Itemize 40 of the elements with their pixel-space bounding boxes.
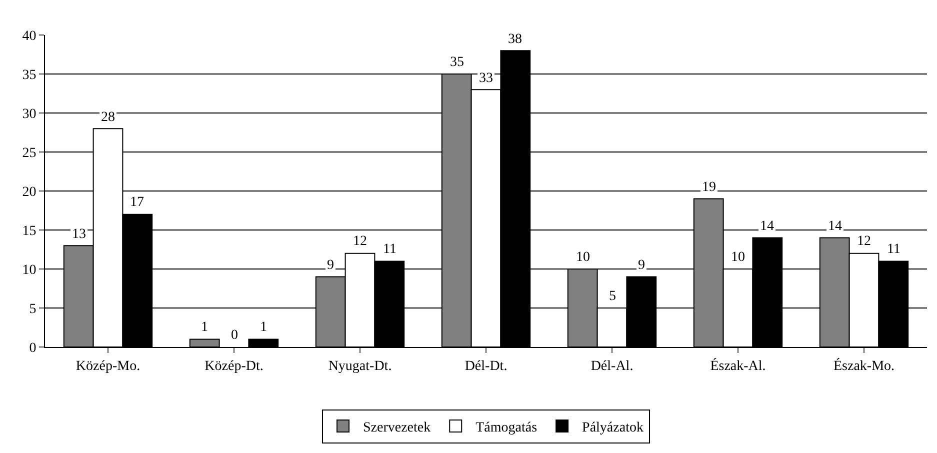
y-tick-label: 35 xyxy=(22,68,36,83)
y-tick-label: 15 xyxy=(22,224,36,239)
y-tick-label: 20 xyxy=(22,184,36,200)
data-label: 5 xyxy=(609,289,616,304)
legend-label: Szervezetek xyxy=(363,420,431,436)
data-label: 1 xyxy=(260,320,267,335)
y-tick-label: 0 xyxy=(29,340,36,356)
x-tick-label: Nyugat-Dt. xyxy=(328,358,392,374)
x-tick-label: Közép-Dt. xyxy=(204,358,264,374)
data-label: 19 xyxy=(702,180,716,195)
data-label: 12 xyxy=(857,234,871,249)
data-label: 9 xyxy=(638,258,645,273)
data-label: 9 xyxy=(327,258,334,273)
data-label: 28 xyxy=(101,110,115,125)
y-tick-label: 40 xyxy=(22,28,36,44)
x-tick-label: Észak-Al. xyxy=(710,356,766,374)
y-tick-label: 5 xyxy=(29,302,36,317)
data-label: 33 xyxy=(479,71,493,86)
data-label: 11 xyxy=(383,242,396,257)
legend-label: Pályázatok xyxy=(582,420,644,436)
legend-label: Támogatás xyxy=(476,420,538,436)
data-label: 11 xyxy=(887,242,900,257)
data-label: 12 xyxy=(353,234,367,249)
data-label: 38 xyxy=(508,32,522,47)
x-tick-label: Közép-Mo. xyxy=(76,358,140,374)
data-label: 35 xyxy=(450,55,464,70)
data-label: 13 xyxy=(72,227,86,242)
x-tick-label: Észak-Mo. xyxy=(833,356,895,374)
y-tick-label: 10 xyxy=(22,262,36,278)
x-tick-label: Dél-Dt. xyxy=(464,358,508,374)
data-label: 17 xyxy=(130,195,144,210)
data-label: 14 xyxy=(828,219,842,234)
data-label: 1 xyxy=(201,320,208,335)
y-tick-label: 25 xyxy=(22,146,36,161)
y-tick-label: 30 xyxy=(22,106,36,122)
data-label: 0 xyxy=(231,328,238,343)
data-label: 10 xyxy=(731,250,745,265)
data-label: 10 xyxy=(576,250,590,265)
x-tick-label: Dél-Al. xyxy=(590,358,634,374)
data-label: 14 xyxy=(760,219,774,234)
